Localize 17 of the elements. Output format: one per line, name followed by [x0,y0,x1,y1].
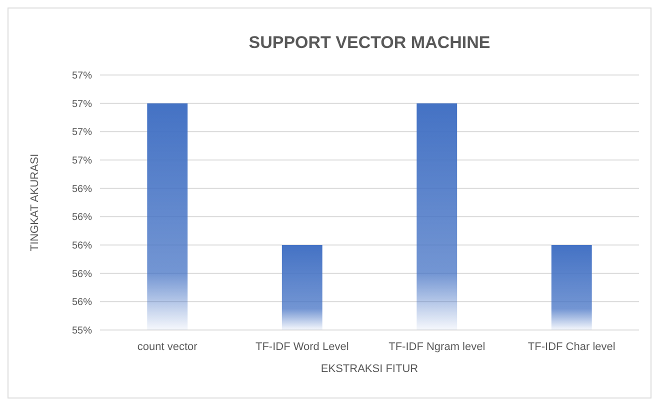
y-tick-label: 57% [72,156,92,166]
y-tick-label: 56% [72,184,92,195]
y-tick-label: 56% [72,212,92,224]
y-tick-label: 56% [72,268,92,280]
y-tick-label: 55% [72,326,92,336]
y-tick-label: 57% [72,70,92,82]
y-tick-label: 56% [72,297,92,308]
x-axis-title: EKSTRAKSI FITUR [320,363,418,375]
y-axis-title: TINGKAT AKURASI [29,154,41,252]
x-tick-label: TF-IDF Char level [528,341,616,353]
y-tick-label: 57% [72,98,92,110]
x-tick-label: TF-IDF Word Level [255,341,349,353]
x-tick-label: count vector [137,341,198,353]
y-tick-label: 56% [72,240,92,252]
chart-title: SUPPORT VECTOR MACHINE [248,33,490,52]
y-tick-label: 57% [72,127,92,138]
x-tick-label: TF-IDF Ngram level [388,341,486,353]
